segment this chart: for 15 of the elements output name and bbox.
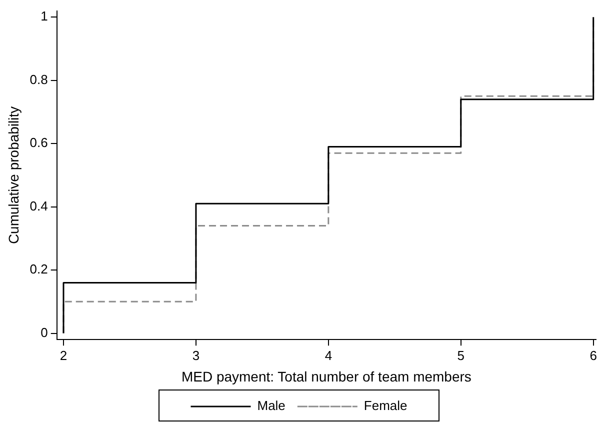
x-tick-label: 3 — [192, 348, 200, 363]
x-tick-label: 6 — [590, 348, 597, 363]
y-tick-label: 0.8 — [30, 72, 48, 87]
legend-label: Male — [257, 398, 286, 414]
y-axis-title: Cumulative probability — [5, 106, 22, 244]
legend-label: Female — [364, 398, 408, 414]
y-tick-label: 0.4 — [30, 198, 48, 214]
x-axis-title: MED payment: Total number of team members — [181, 368, 472, 384]
y-tick-label: 0.2 — [30, 262, 48, 277]
x-tick-label: 4 — [324, 348, 332, 363]
y-tick-label: 1 — [40, 8, 48, 24]
y-tick-label: 0.6 — [30, 135, 48, 150]
x-tick-label: 2 — [60, 348, 68, 363]
y-tick-label: 0 — [40, 324, 48, 340]
x-tick-label: 5 — [457, 348, 465, 363]
